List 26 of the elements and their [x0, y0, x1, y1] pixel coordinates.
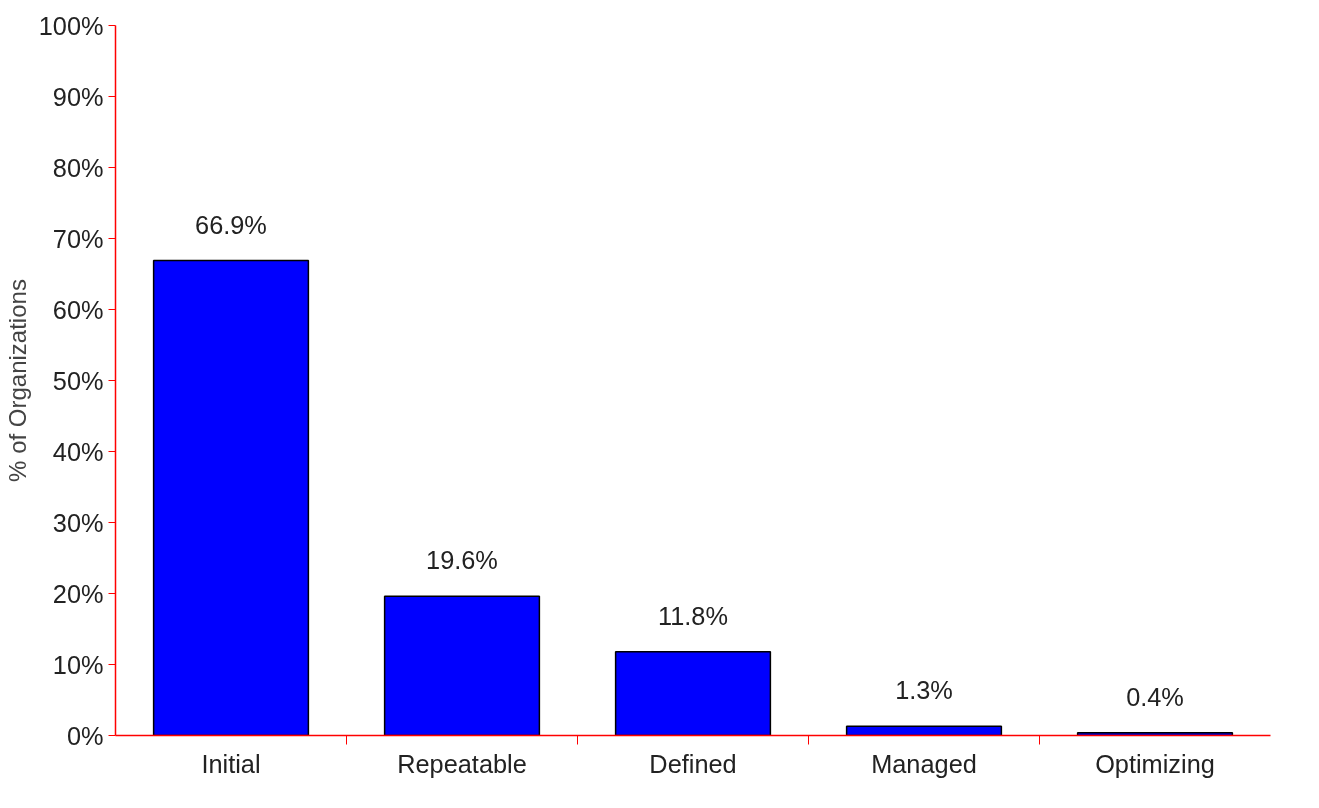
y-tick-label: 10% — [52, 650, 104, 679]
y-tick-label: 0% — [66, 721, 104, 750]
y-tick-label: 100% — [38, 11, 104, 40]
bar — [152, 259, 310, 736]
data-label: 11.8% — [658, 601, 728, 630]
data-label: 0.4% — [1126, 682, 1184, 711]
bar — [383, 595, 541, 736]
y-tick-label: 70% — [52, 224, 104, 253]
y-tick-label: 80% — [52, 153, 104, 182]
data-label: 19.6% — [426, 546, 498, 575]
y-tick-label: 90% — [52, 82, 104, 111]
y-axis-title: % of Organizations — [3, 279, 31, 482]
x-tick-label: Managed — [871, 749, 977, 778]
y-tick-label: 50% — [52, 366, 104, 395]
x-tick-label: Repeatable — [397, 749, 527, 778]
y-tick-label: 40% — [52, 437, 104, 466]
bar — [614, 650, 772, 736]
y-tick-label: 20% — [52, 579, 104, 608]
x-tick-label: Initial — [201, 749, 261, 778]
data-label: 1.3% — [895, 676, 953, 705]
data-label: 66.9% — [195, 210, 267, 239]
x-tick-label: Optimizing — [1095, 749, 1215, 778]
x-tick-label: Defined — [649, 749, 737, 778]
y-tick-label: 30% — [52, 508, 104, 537]
bar — [845, 725, 1003, 736]
y-tick-label: 60% — [52, 295, 104, 324]
